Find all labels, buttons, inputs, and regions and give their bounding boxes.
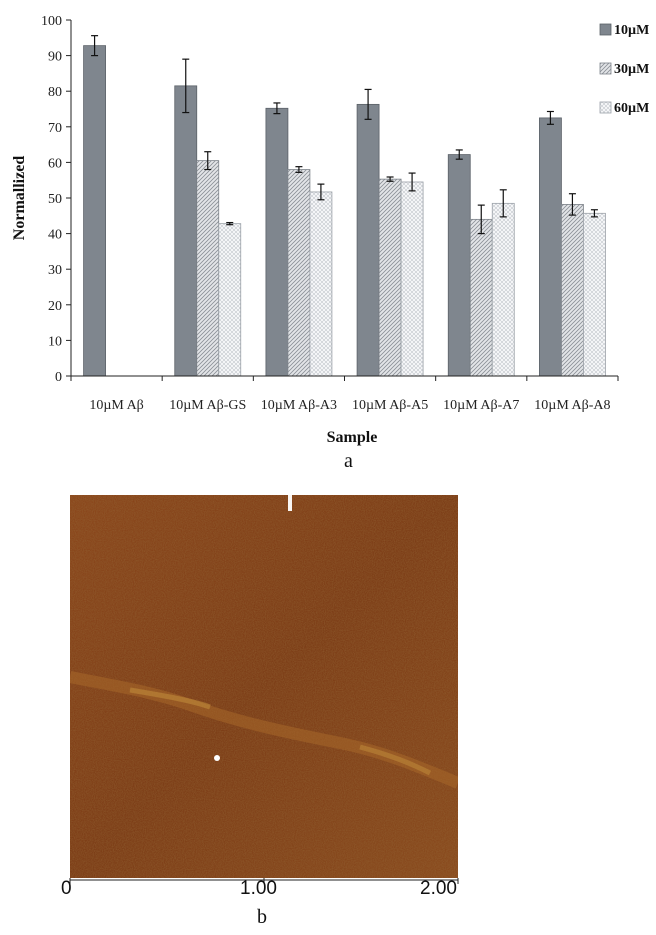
scale-tick-1: 1.00 [240, 878, 277, 899]
bar-10µM-3 [356, 103, 380, 377]
y-tick-label: 70 [48, 121, 62, 136]
x-axis-title: Sample [327, 429, 378, 446]
x-tick-label: 10µM Aβ-A3 [261, 398, 337, 413]
legend-swatch-10µM [599, 23, 612, 36]
bar-chart: 0 10 20 30 40 50 60 70 80 90 100 10µM Aβ 10µM Aβ-GS 1… [11, 14, 649, 446]
bar-10µM-0 [83, 45, 106, 377]
y-tick-label: 60 [48, 156, 62, 171]
y-tick-label: 20 [48, 299, 62, 314]
bar-60µM-1 [218, 223, 242, 377]
y-tick-label: 90 [48, 50, 62, 65]
panel-a-label: a [344, 450, 353, 472]
bar-30µM-4 [469, 218, 493, 377]
panel-b-label: b [257, 906, 267, 928]
x-tick-label: 10µM Aβ [89, 398, 143, 413]
x-tick-label: 10µM Aβ-A7 [443, 398, 519, 413]
y-tick-label: 30 [48, 263, 62, 278]
scale-tick-0: 0 [61, 878, 72, 899]
y-tick-label: 0 [55, 370, 62, 385]
bar-30µM-3 [378, 178, 402, 377]
bar-60µM-2 [309, 191, 333, 377]
bar-30µM-5 [561, 204, 584, 377]
bar-10µM-2 [265, 107, 289, 377]
y-tick-label: 100 [41, 14, 62, 29]
scale-tick-2: 2.00 [420, 878, 457, 899]
x-tick-label: 10µM Aβ-GS [169, 398, 246, 413]
afm-scale-bar [69, 878, 459, 884]
bar-10µM-5 [539, 117, 562, 377]
bar-30µM-1 [196, 160, 220, 377]
bar-60µM-4 [491, 202, 515, 377]
bar-30µM-2 [287, 169, 311, 377]
legend-label-60µM: 60µM [614, 101, 649, 116]
x-tick-label: 10µM Aβ-A5 [352, 398, 428, 413]
afm-image [70, 495, 458, 878]
legend-label-10µM: 10µM [614, 23, 649, 38]
y-tick-label: 50 [48, 192, 62, 207]
y-tick-label: 80 [48, 85, 62, 100]
y-tick-label: 40 [48, 228, 62, 243]
legend-swatch-30µM [599, 62, 612, 75]
bar-60µM-3 [400, 181, 424, 377]
x-tick-label: 10µM Aβ-A8 [534, 398, 610, 413]
y-tick-label: 10 [48, 334, 62, 349]
bar-10µM-1 [174, 85, 198, 377]
legend: 10µM 30µM 60µM [599, 23, 649, 116]
bar-10µM-4 [447, 154, 471, 377]
y-axis-title: Normallized [11, 156, 28, 241]
legend-label-30µM: 30µM [614, 62, 649, 77]
bar-60µM-5 [583, 212, 606, 377]
legend-swatch-60µM [599, 101, 612, 114]
